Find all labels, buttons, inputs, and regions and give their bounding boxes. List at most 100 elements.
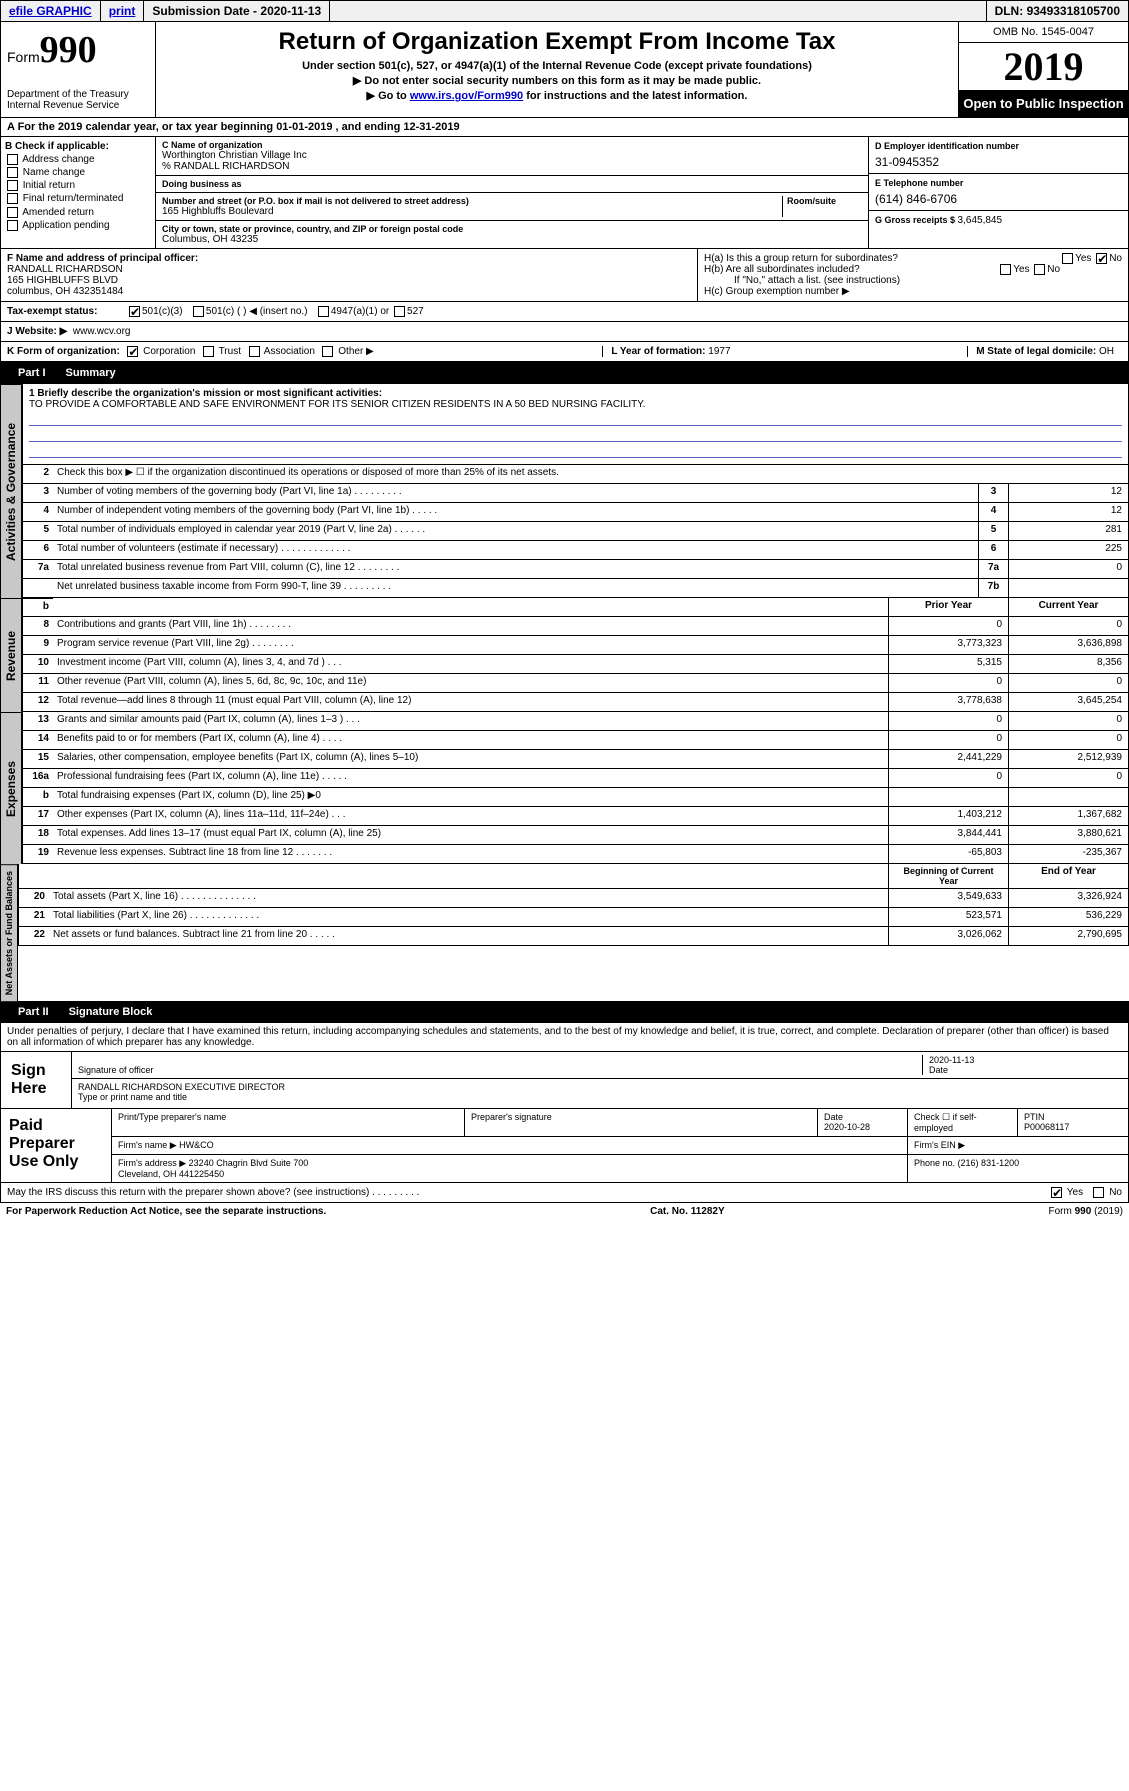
table-row: 18Total expenses. Add lines 13–17 (must … <box>22 826 1129 845</box>
mission-text: TO PROVIDE A COMFORTABLE AND SAFE ENVIRO… <box>29 399 1122 410</box>
chk-initial[interactable]: Initial return <box>5 180 151 191</box>
table-row: 20Total assets (Part X, line 16) . . . .… <box>18 889 1129 908</box>
table-row: 17Other expenses (Part IX, column (A), l… <box>22 807 1129 826</box>
telephone: (614) 846-6706 <box>875 188 1122 206</box>
row-a-period: A For the 2019 calendar year, or tax yea… <box>0 118 1129 137</box>
mission-block: 1 Briefly describe the organization's mi… <box>22 384 1129 465</box>
penalties-text: Under penalties of perjury, I declare th… <box>0 1023 1129 1052</box>
table-row: 14Benefits paid to or for members (Part … <box>22 731 1129 750</box>
expenses-section: Expenses 13Grants and similar amounts pa… <box>0 712 1129 864</box>
discuss-no[interactable] <box>1093 1187 1104 1198</box>
chk-4947[interactable] <box>318 306 329 317</box>
section-fh: F Name and address of principal officer:… <box>0 249 1129 302</box>
street-label: Number and street (or P.O. box if mail i… <box>162 196 782 206</box>
part2-header: Part IISignature Block <box>0 1001 1129 1023</box>
hc-row: H(c) Group exemption number ▶ <box>704 286 1122 297</box>
net-header-row: Beginning of Current Year End of Year <box>18 864 1129 889</box>
rev-label: Revenue <box>0 598 22 712</box>
revenue-section: Revenue b Prior Year Current Year 8Contr… <box>0 598 1129 712</box>
gov-row: Net unrelated business taxable income fr… <box>22 579 1129 598</box>
form-number: Form990 <box>7 28 149 72</box>
gov-row: 7aTotal unrelated business revenue from … <box>22 560 1129 579</box>
table-row: 12Total revenue—add lines 8 through 11 (… <box>22 693 1129 712</box>
dln: DLN: 93493318105700 <box>986 1 1128 21</box>
ein: 31-0945352 <box>875 151 1122 169</box>
part1-header: Part ISummary <box>0 362 1129 384</box>
chk-final[interactable]: Final return/terminated <box>5 193 151 204</box>
table-row: 21Total liabilities (Part X, line 26) . … <box>18 908 1129 927</box>
col-b-checkboxes: B Check if applicable: Address change Na… <box>1 137 156 248</box>
paid-label: Paid Preparer Use Only <box>1 1109 111 1182</box>
omb-number: OMB No. 1545-0047 <box>959 22 1128 43</box>
officer-label: F Name and address of principal officer: <box>7 253 691 264</box>
table-row: 16aProfessional fundraising fees (Part I… <box>22 769 1129 788</box>
ein-label: D Employer identification number <box>875 141 1122 151</box>
rev-header-row: b Prior Year Current Year <box>22 598 1129 617</box>
governance-section: Activities & Governance 1 Briefly descri… <box>0 384 1129 598</box>
subtitle-2: Do not enter social security numbers on … <box>166 74 948 87</box>
section-bcd: B Check if applicable: Address change Na… <box>0 137 1129 249</box>
row-k-org-form: K Form of organization: Corporation Trus… <box>0 342 1129 362</box>
irs-link[interactable]: www.irs.gov/Form990 <box>410 90 523 102</box>
subtitle-1: Under section 501(c), 527, or 4947(a)(1)… <box>166 60 948 72</box>
chk-pending[interactable]: Application pending <box>5 220 151 231</box>
discuss-yes[interactable] <box>1051 1187 1062 1198</box>
chk-name[interactable]: Name change <box>5 167 151 178</box>
org-name: Worthington Christian Village Inc <box>162 150 862 161</box>
chk-corp[interactable] <box>127 346 138 357</box>
chk-501c3[interactable] <box>129 306 140 317</box>
footer: For Paperwork Reduction Act Notice, see … <box>0 1203 1129 1220</box>
subtitle-3: Go to www.irs.gov/Form990 for instructio… <box>166 89 948 102</box>
chk-address[interactable]: Address change <box>5 154 151 165</box>
officer-name: RANDALL RICHARDSON <box>7 264 691 275</box>
hb-row: H(b) Are all subordinates included? Yes … <box>704 264 1122 275</box>
city-label: City or town, state or province, country… <box>162 224 862 234</box>
efile-link[interactable]: efile GRAPHIC <box>1 1 101 21</box>
gov-row: 2Check this box ▶ ☐ if the organization … <box>22 465 1129 484</box>
tax-year: 2019 <box>959 43 1128 90</box>
submission-date: Submission Date - 2020-11-13 <box>144 1 330 21</box>
chk-amended[interactable]: Amended return <box>5 207 151 218</box>
print-link[interactable]: print <box>101 1 145 21</box>
net-assets-section: Net Assets or Fund Balances Beginning of… <box>0 864 1129 1001</box>
table-row: 15Salaries, other compensation, employee… <box>22 750 1129 769</box>
city: Columbus, OH 43235 <box>162 234 862 245</box>
row-j-website: J Website: ▶ www.wcv.org <box>0 322 1129 342</box>
top-bar: efile GRAPHIC print Submission Date - 20… <box>0 0 1129 22</box>
room-label: Room/suite <box>787 196 862 206</box>
officer-addr1: 165 HIGHBLUFFS BLVD <box>7 275 691 286</box>
chk-assoc[interactable] <box>249 346 260 357</box>
chk-527[interactable] <box>394 306 405 317</box>
gov-row: 5Total number of individuals employed in… <box>22 522 1129 541</box>
dept-treasury: Department of the Treasury Internal Reve… <box>7 89 149 111</box>
hb-note: If "No," attach a list. (see instruction… <box>704 275 1122 286</box>
sign-block: Sign Here Signature of officer 2020-11-1… <box>0 1052 1129 1109</box>
table-row: 13Grants and similar amounts paid (Part … <box>22 712 1129 731</box>
website-url: www.wcv.org <box>73 326 131 337</box>
table-row: 10Investment income (Part VIII, column (… <box>22 655 1129 674</box>
chk-other[interactable] <box>322 346 333 357</box>
officer-addr2: columbus, OH 432351484 <box>7 286 691 297</box>
gross-receipts: G Gross receipts $ 3,645,845 <box>869 211 1128 230</box>
row-i-tax-status: Tax-exempt status: 501(c)(3) 501(c) ( ) … <box>0 302 1129 322</box>
table-row: 11Other revenue (Part VIII, column (A), … <box>22 674 1129 693</box>
chk-501c[interactable] <box>193 306 204 317</box>
open-public-badge: Open to Public Inspection <box>959 90 1128 117</box>
table-row: 8Contributions and grants (Part VIII, li… <box>22 617 1129 636</box>
care-of: % RANDALL RICHARDSON <box>162 161 862 172</box>
discuss-row: May the IRS discuss this return with the… <box>0 1183 1129 1203</box>
gov-row: 4Number of independent voting members of… <box>22 503 1129 522</box>
tel-label: E Telephone number <box>875 178 1122 188</box>
sign-here-label: Sign Here <box>1 1052 71 1108</box>
table-row: 22Net assets or fund balances. Subtract … <box>18 927 1129 946</box>
ha-row: H(a) Is this a group return for subordin… <box>704 253 1122 264</box>
chk-trust[interactable] <box>203 346 214 357</box>
table-row: 19Revenue less expenses. Subtract line 1… <box>22 845 1129 864</box>
street: 165 Highbluffs Boulevard <box>162 206 782 217</box>
net-label: Net Assets or Fund Balances <box>0 864 18 1001</box>
gov-row: 6Total number of volunteers (estimate if… <box>22 541 1129 560</box>
paid-preparer-block: Paid Preparer Use Only Print/Type prepar… <box>0 1109 1129 1183</box>
table-row: 9Program service revenue (Part VIII, lin… <box>22 636 1129 655</box>
dba-label: Doing business as <box>162 179 862 189</box>
form-title: Return of Organization Exempt From Incom… <box>166 28 948 56</box>
